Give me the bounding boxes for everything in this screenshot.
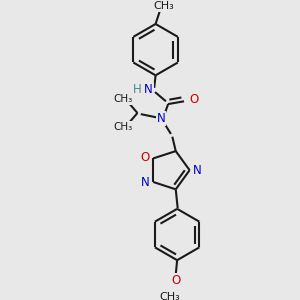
Text: CH₃: CH₃ [159,292,180,300]
Text: H: H [133,83,142,96]
Text: O: O [140,151,149,164]
Text: N: N [193,164,202,177]
Text: N: N [141,176,150,188]
Text: N: N [144,83,153,96]
Text: O: O [171,274,180,287]
Text: CH₃: CH₃ [114,122,133,132]
Text: CH₃: CH₃ [154,2,174,11]
Text: CH₃: CH₃ [114,94,133,104]
Text: N: N [157,112,166,125]
Text: O: O [190,93,199,106]
